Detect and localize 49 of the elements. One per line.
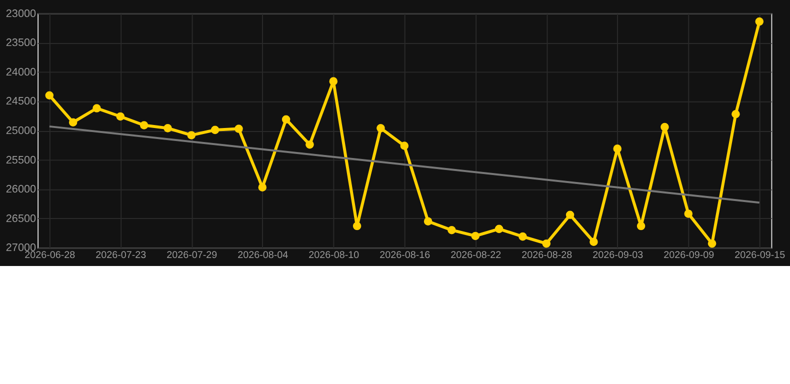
x-tick-label: 2026-09-15 (734, 250, 786, 262)
point (471, 232, 480, 240)
point (448, 226, 456, 234)
point (590, 238, 598, 246)
x-tick-label: 2026-08-10 (308, 250, 360, 262)
point (352, 222, 362, 230)
y-tick-label: 23500 (6, 37, 36, 50)
y-tick-label: 24500 (6, 96, 36, 108)
point (45, 91, 54, 100)
point (92, 104, 101, 112)
x-tick-label: 2026-08-22 (450, 250, 502, 262)
y-tick-label: 24000 (6, 66, 36, 78)
point (732, 110, 740, 118)
x-tick-label: 2026-09-09 (664, 250, 715, 262)
y-tick-label: 26000 (6, 184, 36, 196)
point (164, 124, 172, 132)
point (494, 224, 504, 234)
point (258, 183, 267, 192)
point (210, 126, 220, 134)
point (755, 17, 764, 26)
point (660, 122, 669, 132)
point (376, 124, 385, 132)
point (566, 210, 574, 220)
point (329, 77, 338, 86)
point (708, 239, 716, 248)
point (613, 144, 622, 153)
y-tick-label: 25500 (6, 154, 36, 166)
point (140, 121, 148, 130)
x-tick-label: 2026-08-28 (522, 250, 573, 262)
x-tick-label: 2026-07-23 (96, 250, 147, 262)
point (306, 140, 314, 149)
point (542, 239, 551, 248)
point (400, 142, 409, 150)
x-tick-label: 2026-09-03 (592, 250, 644, 262)
y-tick-label: 26500 (6, 212, 36, 225)
y-tick-label: 25000 (6, 124, 36, 137)
point (187, 131, 196, 140)
y-tick-label: 23000 (6, 8, 36, 20)
x-tick-label: 2026-08-16 (380, 250, 431, 262)
point (234, 124, 243, 133)
x-tick-label: 2026-07-29 (166, 250, 218, 262)
point (636, 222, 646, 230)
point (116, 112, 125, 121)
point (684, 210, 693, 218)
point (518, 232, 527, 241)
point (282, 115, 290, 124)
x-tick-label: 2026-08-04 (238, 250, 289, 262)
point (424, 217, 432, 226)
point (68, 118, 78, 126)
